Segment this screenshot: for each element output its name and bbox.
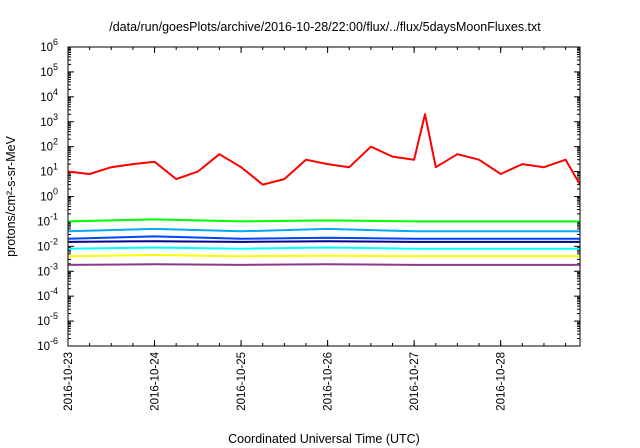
x-tick-label: 2016-10-26	[323, 352, 335, 411]
series-line-6	[67, 254, 580, 258]
plot-frame	[67, 46, 581, 347]
y-tick-label: 102	[40, 137, 58, 154]
y-tick-label: 10-6	[37, 336, 58, 353]
y-tick-label: 100	[40, 187, 58, 204]
y-tick-label: 105	[40, 62, 58, 79]
y-tick-label: 10-4	[37, 286, 58, 303]
y-tick-label: 10-3	[37, 261, 58, 278]
x-tick-label: 2016-10-24	[150, 351, 162, 410]
series-line-7	[67, 263, 580, 266]
y-tick-label: 104	[40, 87, 58, 104]
y-tick-label: 10-5	[37, 311, 58, 328]
series-line-0	[67, 113, 581, 186]
x-tick-label: 2016-10-25	[236, 352, 248, 411]
y-tick-label: 10-1	[37, 211, 58, 228]
chart-title: /data/run/goesPlots/archive/2016-10-28/2…	[109, 20, 541, 34]
series-line-5	[67, 246, 580, 250]
series-line-4	[67, 240, 580, 243]
y-tick-label: 101	[40, 162, 58, 179]
y-tick-label: 106	[40, 37, 58, 54]
y-tick-label: 103	[40, 112, 58, 129]
x-tick-label: 2016-10-27	[409, 352, 421, 411]
x-tick-label: 2016-10-23	[63, 352, 75, 411]
series-line-2	[67, 227, 580, 233]
y-axis-label: protons/cm²-s-sr-MeV	[4, 135, 18, 257]
series-line-3	[67, 235, 580, 240]
y-tick-label: 10-2	[37, 236, 58, 253]
x-axis-label: Coordinated Universal Time (UTC)	[228, 432, 420, 446]
series-line-1	[67, 218, 580, 223]
x-tick-label: 2016-10-28	[496, 352, 508, 411]
